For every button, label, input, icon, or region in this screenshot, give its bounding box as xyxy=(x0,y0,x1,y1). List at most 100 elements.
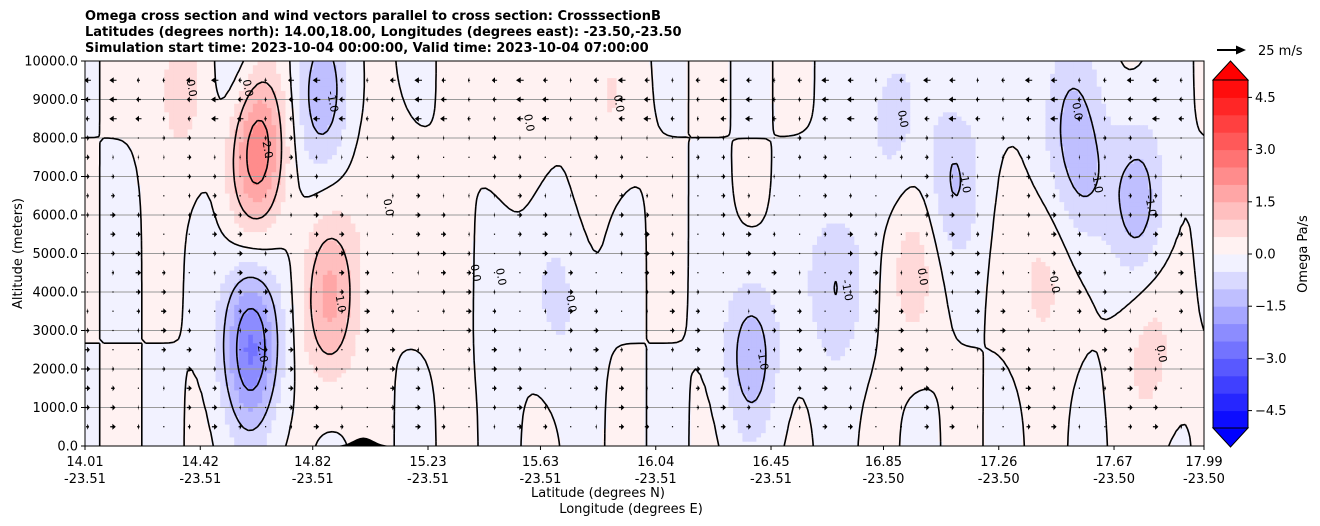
field-cell xyxy=(952,129,958,135)
field-cell xyxy=(1101,142,1107,148)
field-cell xyxy=(406,146,412,152)
field-cell xyxy=(290,142,296,148)
field-cell xyxy=(975,90,981,96)
field-cell xyxy=(360,90,366,96)
field-cell xyxy=(411,108,417,113)
field-cell xyxy=(998,120,1005,126)
field-cell xyxy=(1138,65,1144,71)
field-cell xyxy=(430,82,436,88)
field-cell xyxy=(346,99,352,105)
field-cell xyxy=(448,86,454,92)
field-cell xyxy=(285,73,291,79)
field-cell xyxy=(947,99,953,105)
field-cell xyxy=(961,73,967,79)
field-cell xyxy=(966,103,972,109)
field-cell xyxy=(234,86,240,92)
field-cell xyxy=(182,125,189,131)
field-cell xyxy=(262,129,268,135)
field-cell xyxy=(593,61,599,66)
field-cell xyxy=(89,65,95,71)
field-cell xyxy=(1190,120,1196,126)
field-cell xyxy=(145,61,151,66)
field-cell xyxy=(565,125,571,131)
field-cell xyxy=(332,78,338,83)
field-cell xyxy=(266,138,273,143)
field-cell xyxy=(453,116,459,122)
field-cell xyxy=(513,120,520,126)
field-cell xyxy=(397,120,403,126)
field-cell xyxy=(252,90,259,96)
field-cell xyxy=(168,133,175,139)
field-cell xyxy=(649,95,655,101)
field-cell xyxy=(392,108,398,113)
field-cell xyxy=(1003,78,1009,83)
field-cell xyxy=(1050,95,1056,101)
field-cell xyxy=(700,142,706,148)
field-cell xyxy=(89,142,95,148)
field-cell xyxy=(1106,90,1112,96)
field-cell xyxy=(761,73,767,79)
field-cell xyxy=(518,108,524,113)
field-cell xyxy=(1036,86,1042,92)
field-cell xyxy=(406,108,412,113)
field-cell xyxy=(476,65,482,71)
field-cell xyxy=(1096,65,1103,71)
field-cell xyxy=(649,133,655,139)
field-cell xyxy=(299,73,305,79)
field-cell xyxy=(266,86,273,92)
field-cell xyxy=(789,112,795,118)
field-cell xyxy=(821,108,827,113)
field-cell xyxy=(1138,142,1144,148)
field-cell xyxy=(1096,142,1103,148)
field-cell xyxy=(126,125,133,131)
field-cell xyxy=(336,133,343,139)
field-cell xyxy=(229,69,235,75)
field-cell xyxy=(714,103,720,109)
field-cell xyxy=(658,78,664,83)
field-cell xyxy=(434,73,440,79)
field-cell xyxy=(994,95,1000,101)
field-cell xyxy=(1134,95,1140,101)
field-cell xyxy=(108,112,114,118)
field-cell xyxy=(150,146,156,152)
field-cell xyxy=(192,138,198,143)
field-cell xyxy=(989,78,995,83)
field-cell xyxy=(1068,103,1075,109)
field-cell xyxy=(583,112,590,118)
field-cell xyxy=(364,73,371,79)
field-cell xyxy=(593,142,599,148)
field-cell xyxy=(625,103,632,109)
field-cell xyxy=(970,95,977,101)
field-cell xyxy=(1134,78,1140,83)
field-cell xyxy=(840,129,846,135)
field-cell xyxy=(905,61,911,66)
field-cell xyxy=(1176,108,1182,113)
field-cell xyxy=(756,116,762,122)
field-cell xyxy=(1022,125,1028,131)
field-cell xyxy=(761,129,767,135)
field-cell xyxy=(1199,112,1204,118)
field-cell xyxy=(89,61,95,66)
field-cell xyxy=(1050,82,1056,88)
field-cell xyxy=(747,120,753,126)
field-cell xyxy=(458,142,464,148)
field-cell xyxy=(518,129,524,135)
field-cell xyxy=(966,120,972,126)
field-cell xyxy=(914,125,921,131)
field-cell xyxy=(1082,142,1089,148)
field-cell xyxy=(346,73,352,79)
field-cell xyxy=(1171,142,1177,148)
field-cell xyxy=(961,120,967,126)
field-cell xyxy=(989,95,995,101)
field-cell xyxy=(1106,116,1112,122)
field-cell xyxy=(308,125,315,131)
field-cell xyxy=(444,146,450,152)
field-cell xyxy=(94,146,100,152)
field-cell xyxy=(644,86,650,92)
field-cell xyxy=(975,133,981,139)
field-cell xyxy=(383,112,389,118)
field-cell xyxy=(761,116,767,122)
field-cell xyxy=(150,142,156,148)
field-cell xyxy=(639,78,646,83)
field-cell xyxy=(1134,61,1140,66)
